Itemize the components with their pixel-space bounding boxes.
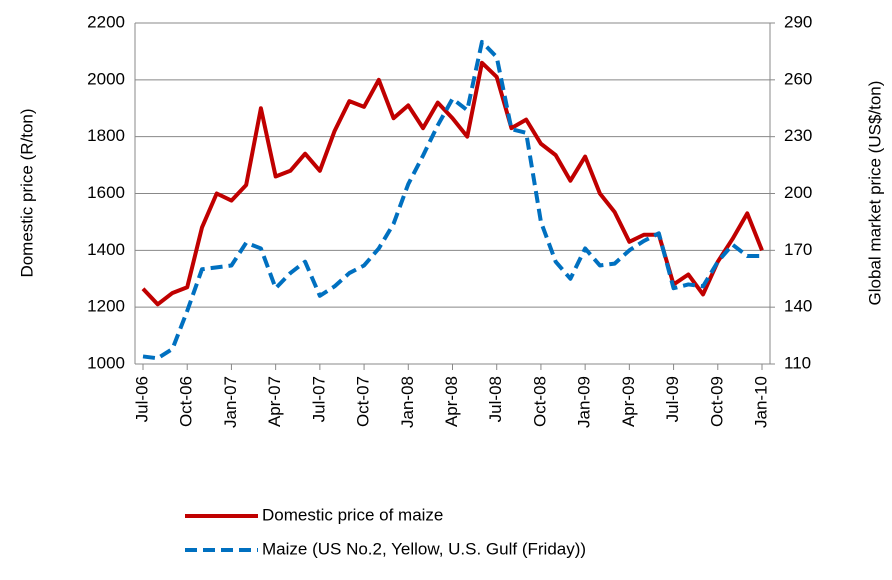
y2-tick-label: 170: [784, 240, 812, 259]
legend-label: Maize (US No.2, Yellow, U.S. Gulf (Frida…: [262, 539, 586, 558]
x-tick-label: Jan-08: [398, 376, 417, 428]
x-tick-label: Jul-07: [309, 376, 328, 422]
legend-label: Domestic price of maize: [262, 505, 443, 524]
y-tick-label: 1000: [87, 353, 125, 372]
series-line: [142, 39, 762, 361]
y2-tick-label: 290: [784, 12, 812, 31]
y-tick-label: 2000: [87, 69, 125, 88]
y-tick-label: 1200: [87, 297, 125, 316]
y2-tick-label: 110: [784, 353, 811, 372]
y-tick-label: 1800: [87, 126, 125, 145]
y2-axis-title: Global market price (US$/ton): [865, 81, 884, 306]
x-tick-label: Jan-10: [751, 376, 770, 428]
y-axis-title: Domestic price (R/ton): [17, 108, 36, 277]
x-tick-label: Oct-08: [530, 376, 549, 427]
y2-tick-label: 140: [784, 297, 812, 316]
y2-tick-label: 200: [784, 183, 812, 202]
x-tick-label: Oct-06: [177, 376, 196, 427]
y-tick-label: 1400: [87, 240, 125, 259]
y2-tick-label: 260: [784, 69, 812, 88]
y2-tick-label: 230: [784, 126, 812, 145]
x-tick-label: Apr-09: [619, 376, 638, 427]
x-tick-label: Jul-09: [663, 376, 682, 422]
x-tick-label: Oct-07: [354, 376, 373, 427]
x-tick-label: Jan-09: [575, 376, 594, 428]
x-tick-label: Oct-09: [707, 376, 726, 427]
y-tick-label: 1600: [87, 183, 125, 202]
x-tick-label: Jan-07: [221, 376, 240, 428]
x-tick-label: Apr-07: [265, 376, 284, 427]
y-tick-label: 2200: [87, 12, 125, 31]
x-tick-label: Apr-08: [442, 376, 461, 427]
x-tick-label: Jul-06: [132, 376, 151, 422]
x-tick-label: Jul-08: [486, 376, 505, 422]
